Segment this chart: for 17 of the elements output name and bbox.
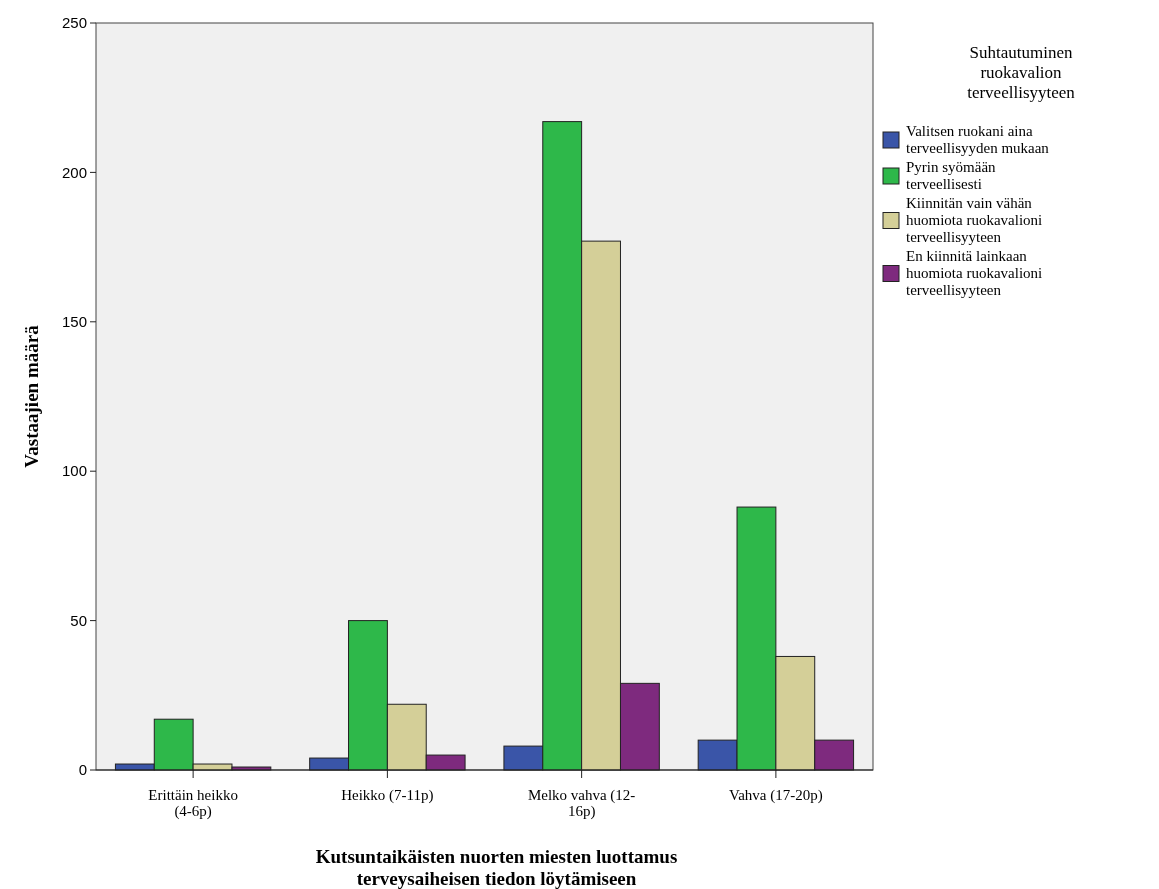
y-axis-title: Vastaajien määrä	[21, 324, 42, 468]
x-tick-label: Melko vahva (12-16p)	[527, 787, 636, 820]
y-tick-label: 250	[61, 14, 87, 32]
x-tick-label: Vahva (17-20p)	[729, 787, 823, 804]
legend-label: Valitsen ruokani aina terveellisyyden mukaan	[906, 123, 1050, 156]
y-tick-label: 200	[61, 163, 87, 181]
legend-label: Pyrin syömään terveellisesti	[906, 159, 997, 192]
x-tick-label: Heikko (7-11p)	[341, 787, 434, 804]
y-tick-label: 150	[61, 313, 87, 331]
legend-title: Suhtautuminen ruokavalion terveellisyyteen	[967, 43, 1076, 102]
y-tick-label: 50	[70, 611, 87, 629]
legend-label: En kiinnitä lainkaan huomiota ruokavalioni terveellisyyteen	[906, 248, 1043, 298]
legend-label: Kiinnitän vain vähän huomiota ruokavalioni terveellisyyteen	[906, 195, 1043, 245]
y-tick-label: 0	[78, 761, 87, 779]
x-tick-label: Erittäin heikko (4-6p)	[148, 787, 238, 820]
y-tick-label: 100	[61, 462, 87, 480]
x-axis-title: Kutsuntaikäisten nuorten miesten luottamus terveysaiheisen tiedon löytämiseen	[315, 846, 678, 889]
